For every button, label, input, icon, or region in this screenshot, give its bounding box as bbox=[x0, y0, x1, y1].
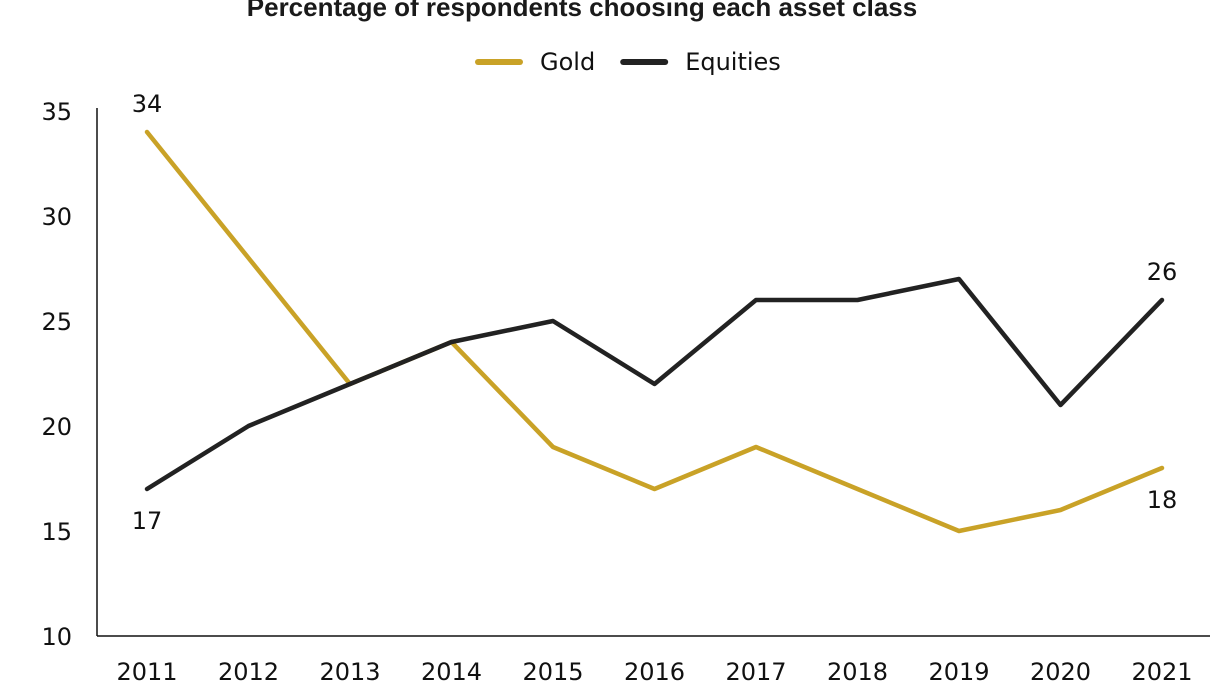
y-tick-label: 35 bbox=[41, 98, 72, 126]
x-tick-label: 2019 bbox=[928, 658, 989, 686]
x-tick-label: 2013 bbox=[319, 658, 380, 686]
x-tick-label: 2014 bbox=[421, 658, 482, 686]
x-tick-label: 2018 bbox=[827, 658, 888, 686]
axes bbox=[96, 108, 1210, 637]
x-tick-label: 2011 bbox=[116, 658, 177, 686]
data-label-gold: 18 bbox=[1147, 486, 1178, 514]
data-labels: 34 18 17 26 bbox=[132, 90, 1178, 535]
x-axis-ticks: 2011 2012 2013 2014 2015 2016 2017 2018 2019 2020… bbox=[116, 658, 1192, 686]
y-tick-label: 30 bbox=[41, 203, 72, 231]
x-tick-label: 2015 bbox=[522, 658, 583, 686]
data-label-equities: 17 bbox=[132, 507, 163, 535]
series-line-gold bbox=[144, 129, 1165, 534]
y-axis-ticks: 10 15 20 25 30 35 bbox=[41, 98, 72, 651]
legend-label-gold: Gold bbox=[540, 48, 595, 76]
series-line-equities bbox=[144, 276, 1165, 492]
data-label-gold: 34 bbox=[132, 90, 163, 118]
y-tick-label: 15 bbox=[41, 518, 72, 546]
x-tick-label: 2017 bbox=[725, 658, 786, 686]
chart-title: Percentage of respondents choosing each … bbox=[246, 0, 918, 22]
y-tick-label: 10 bbox=[41, 623, 72, 651]
x-tick-label: 2012 bbox=[218, 658, 279, 686]
x-tick-label: 2021 bbox=[1131, 658, 1192, 686]
x-tick-label: 2016 bbox=[624, 658, 685, 686]
x-tick-label: 2020 bbox=[1030, 658, 1091, 686]
y-tick-label: 20 bbox=[41, 413, 72, 441]
legend: Gold Equities bbox=[475, 48, 781, 76]
data-label-equities: 26 bbox=[1147, 258, 1178, 286]
y-tick-label: 25 bbox=[41, 308, 72, 336]
legend-label-equities: Equities bbox=[685, 48, 781, 76]
series-lines bbox=[144, 129, 1165, 534]
